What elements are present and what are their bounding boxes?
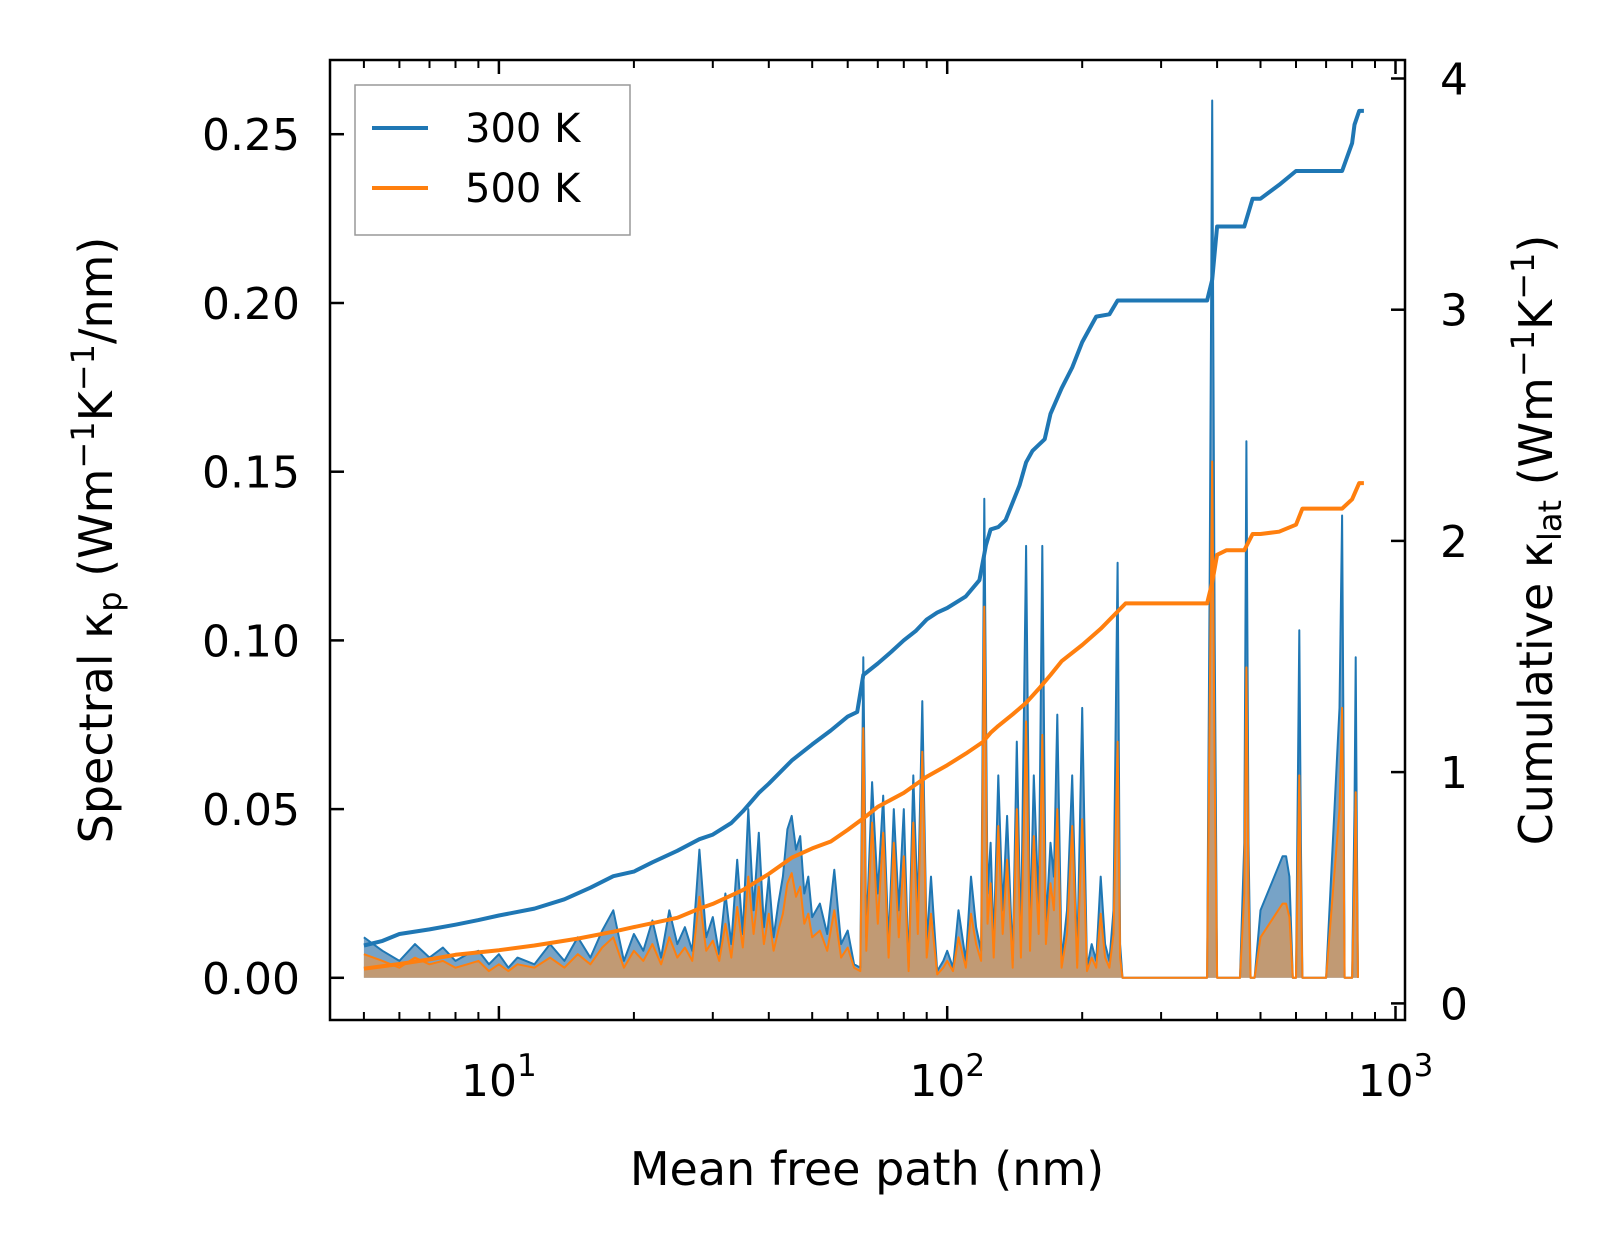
y-right-tick-label: 3: [1440, 286, 1468, 337]
y-left-tick-label: 0.15: [202, 448, 300, 499]
legend: 300 K 500 K: [354, 84, 631, 236]
y-right-tick-label: 4: [1440, 55, 1468, 106]
axis-ticks: [330, 60, 1405, 1020]
spectral-line-500k: [363, 460, 1359, 979]
y-right-tick-label: 1: [1440, 748, 1468, 799]
legend-label-500k: 500 K: [465, 166, 582, 212]
x-tick-label: 102: [909, 1048, 985, 1107]
x-tick-label: 101: [461, 1048, 537, 1107]
y-left-axis-label: Spectral κp (Wm−1K−1/nm): [64, 237, 129, 844]
spectral-lines: [363, 99, 1359, 979]
legend-label-300k: 300 K: [465, 106, 582, 152]
y-left-tick-label: 0.20: [202, 279, 300, 330]
x-axis-label: Mean free path (nm): [630, 1142, 1104, 1196]
axis-tick-labels: 101 102 103 0.00 0.05 0.10 0.15 0.20 0.25 0 1 2 3 4: [202, 55, 1468, 1108]
y-right-tick-label: 0: [1440, 979, 1468, 1030]
y-left-tick-label: 0.10: [202, 616, 300, 667]
y-left-tick-label: 0.25: [202, 110, 300, 161]
x-tick-label: 103: [1358, 1048, 1434, 1107]
legend-box: [354, 84, 631, 236]
cumulative-lines: [363, 108, 1364, 971]
y-left-tick-label: 0.05: [202, 785, 300, 836]
y-right-axis-label: Cumulative κlat (Wm−1K−1): [1504, 235, 1569, 846]
y-right-tick-label: 2: [1440, 517, 1468, 568]
cumulative-line-300k: [363, 108, 1364, 948]
cumulative-line-500k: [363, 481, 1364, 971]
y-left-tick-label: 0.00: [202, 954, 300, 1005]
